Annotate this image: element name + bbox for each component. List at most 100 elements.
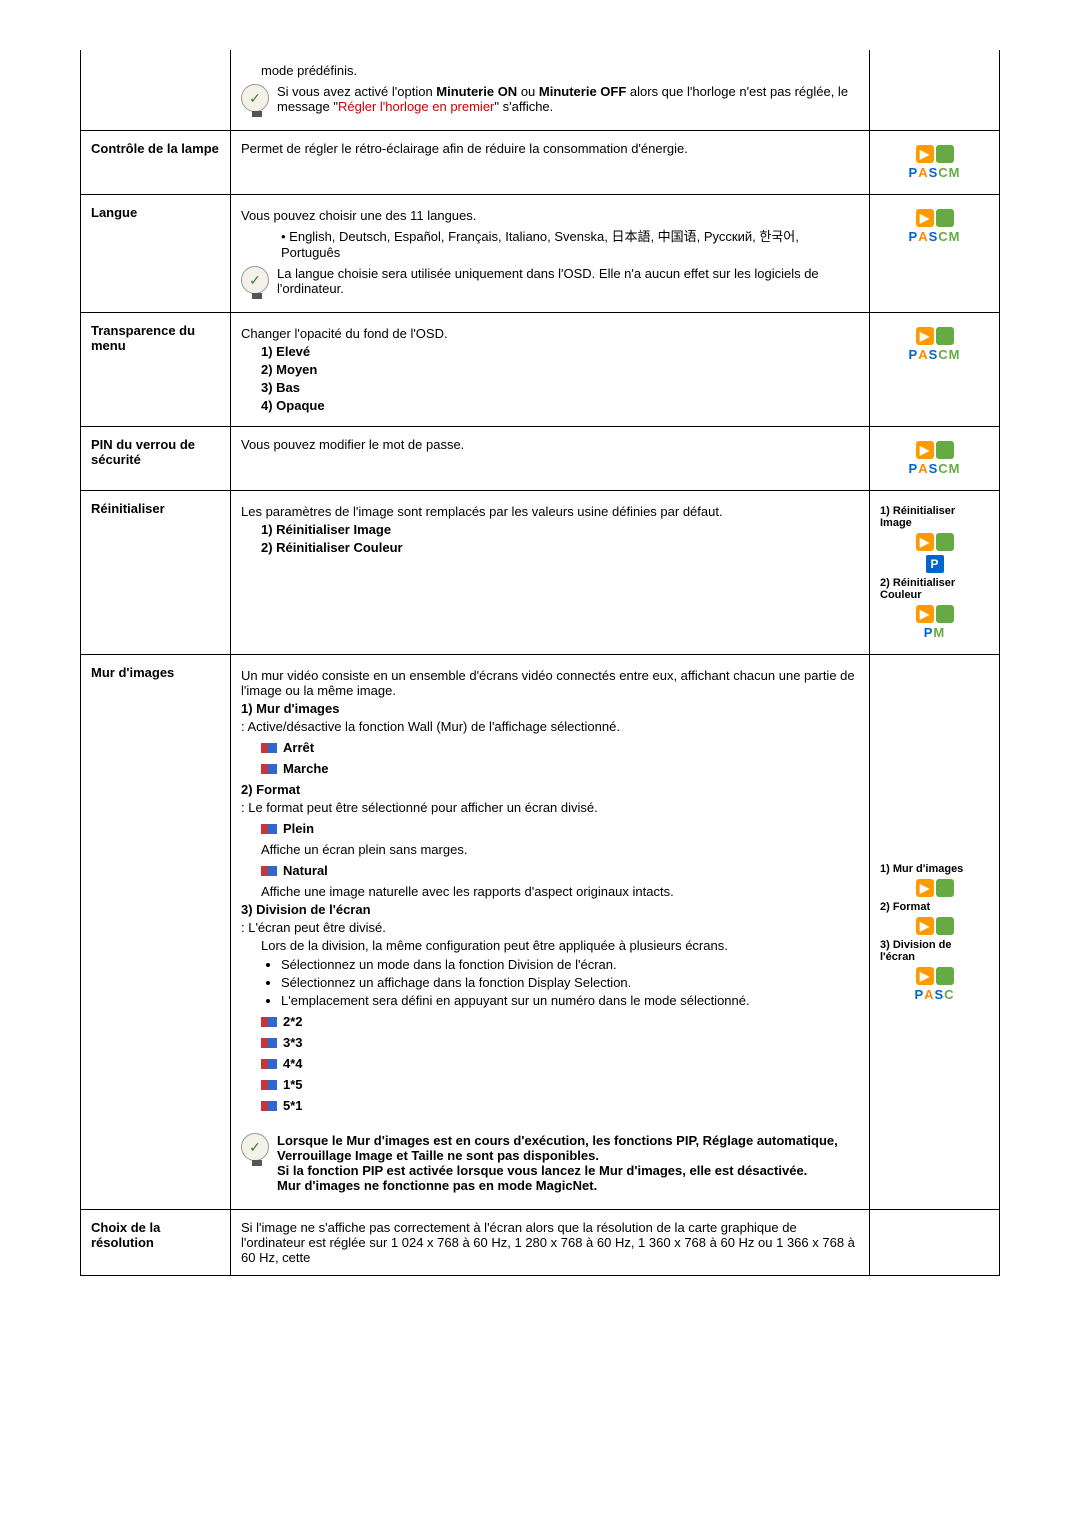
row-title: Réinitialiser [81, 491, 231, 655]
sub-title: 1) Mur d'images [241, 701, 859, 716]
row-title-cell [81, 50, 231, 131]
row-title: Choix de la résolution [81, 1210, 231, 1276]
row-desc-cell: Vous pouvez choisir une des 11 langues. … [231, 195, 870, 313]
document-page: mode prédéfinis. ✓ Si vous avez activé l… [0, 0, 1080, 1326]
note-icon: ✓ [241, 266, 269, 294]
row-desc: Si l'image ne s'affiche pas correctement… [231, 1210, 870, 1276]
row-desc: Vous pouvez modifier le mot de passe. [231, 427, 870, 491]
bullet-item: 2*2 [261, 1014, 859, 1029]
pascm-label: PM [924, 625, 946, 640]
row-icon-cell [870, 1210, 1000, 1276]
option: 1) Réinitialiser Image [261, 522, 859, 537]
sub-title: 2) Format [241, 782, 859, 797]
bullet-icon [261, 824, 277, 834]
pascm-icon: ▶ PM [880, 605, 989, 640]
bullet-icon [261, 1017, 277, 1027]
row-icon-cell: ▶ PASCM [870, 427, 1000, 491]
label: 1) Réinitialiser Image [880, 505, 989, 529]
bullet-item: Natural [261, 863, 859, 878]
table-row: Choix de la résolution Si l'image ne s'a… [81, 1210, 1000, 1276]
row-icon-cell: 1) Mur d'images ▶ 2) Format ▶ 3) Divisio… [870, 655, 1000, 1210]
row-title: Langue [81, 195, 231, 313]
row-title: Contrôle de la lampe [81, 131, 231, 195]
row-icon-cell [870, 50, 1000, 131]
option: 2) Moyen [261, 362, 859, 377]
row-icon-cell: ▶ PASCM [870, 313, 1000, 427]
text: Lors de la division, la même configurati… [261, 938, 859, 953]
label: 2) Réinitialiser Couleur [880, 577, 989, 601]
table-row: mode prédéfinis. ✓ Si vous avez activé l… [81, 50, 1000, 131]
pascm-icon: ▶ [880, 879, 989, 897]
bullet-icon [261, 1080, 277, 1090]
label: 3) Division de l'écran [880, 939, 989, 963]
note-icon: ✓ [241, 84, 269, 112]
list-item: Sélectionnez un affichage dans la foncti… [281, 975, 859, 990]
settings-table: mode prédéfinis. ✓ Si vous avez activé l… [80, 50, 1000, 1276]
pascm-label: PASCM [909, 347, 961, 362]
text: mode prédéfinis. [261, 63, 859, 78]
option: 3) Bas [261, 380, 859, 395]
table-row: Langue Vous pouvez choisir une des 11 la… [81, 195, 1000, 313]
bullet-icon [261, 743, 277, 753]
text: : Active/désactive la fonction Wall (Mur… [241, 719, 859, 734]
pascm-icon: ▶ [880, 533, 989, 551]
bullet-icon [261, 1038, 277, 1048]
label: 1) Mur d'images [880, 863, 989, 875]
note-icon: ✓ [241, 1133, 269, 1161]
text: Affiche un écran plein sans marges. [261, 842, 859, 857]
bullet-icon [261, 764, 277, 774]
pascm-icon: ▶ PASCM [880, 441, 989, 476]
pascm-icon: ▶ PASC [880, 967, 989, 1002]
text: : Le format peut être sélectionné pour a… [241, 800, 859, 815]
text: Les paramètres de l'image sont remplacés… [241, 504, 859, 519]
table-row: Transparence du menu Changer l'opacité d… [81, 313, 1000, 427]
text: Un mur vidéo consiste en un ensemble d'é… [241, 668, 859, 698]
text: : L'écran peut être divisé. [241, 920, 859, 935]
bullet-icon [261, 1101, 277, 1111]
text: Vous pouvez choisir une des 11 langues. [241, 208, 859, 223]
text: Changer l'opacité du fond de l'OSD. [241, 326, 859, 341]
bullet-list: Sélectionnez un mode dans la fonction Di… [281, 957, 859, 1008]
note: ✓ Lorsque le Mur d'images est en cours d… [241, 1133, 859, 1193]
table-row: Mur d'images Un mur vidéo consiste en un… [81, 655, 1000, 1210]
list-item: Sélectionnez un mode dans la fonction Di… [281, 957, 859, 972]
bullet-item: Arrêt [261, 740, 859, 755]
row-title: PIN du verrou de sécurité [81, 427, 231, 491]
pascm-icon: ▶ PASCM [880, 209, 989, 244]
row-desc-cell: Changer l'opacité du fond de l'OSD. 1) E… [231, 313, 870, 427]
bullet-icon [261, 866, 277, 876]
row-desc-cell: mode prédéfinis. ✓ Si vous avez activé l… [231, 50, 870, 131]
pascm-icon: ▶ PASCM [880, 145, 989, 180]
row-icon-cell: ▶ PASCM [870, 131, 1000, 195]
text: Affiche une image naturelle avec les rap… [261, 884, 859, 899]
p-box-icon: P [926, 555, 944, 573]
note-text: La langue choisie sera utilisée uniqueme… [277, 266, 859, 296]
pascm-label: PASCM [909, 461, 961, 476]
pascm-label: PASCM [909, 165, 961, 180]
row-desc: Permet de régler le rétro-éclairage afin… [231, 131, 870, 195]
note-text: Si vous avez activé l'option Minuterie O… [277, 84, 859, 114]
bullet-item: 4*4 [261, 1056, 859, 1071]
option: 4) Opaque [261, 398, 859, 413]
table-row: Réinitialiser Les paramètres de l'image … [81, 491, 1000, 655]
option: 2) Réinitialiser Couleur [261, 540, 859, 555]
bullet-item: 3*3 [261, 1035, 859, 1050]
option: 1) Elevé [261, 344, 859, 359]
pascm-icon: ▶ PASCM [880, 327, 989, 362]
row-desc-cell: Un mur vidéo consiste en un ensemble d'é… [231, 655, 870, 1210]
bullet-icon [261, 1059, 277, 1069]
bullet-item: Marche [261, 761, 859, 776]
row-title: Transparence du menu [81, 313, 231, 427]
bullet-item: Plein [261, 821, 859, 836]
table-row: PIN du verrou de sécurité Vous pouvez mo… [81, 427, 1000, 491]
pascm-icon: ▶ [880, 917, 989, 935]
pascm-label: PASCM [909, 229, 961, 244]
lang-list: • English, Deutsch, Español, Français, I… [281, 226, 859, 260]
pascm-label: PASC [914, 987, 954, 1002]
row-desc-cell: Les paramètres de l'image sont remplacés… [231, 491, 870, 655]
note-text: Lorsque le Mur d'images est en cours d'e… [277, 1133, 859, 1193]
row-icon-cell: ▶ PASCM [870, 195, 1000, 313]
row-title: Mur d'images [81, 655, 231, 1210]
table-row: Contrôle de la lampe Permet de régler le… [81, 131, 1000, 195]
row-icon-cell: 1) Réinitialiser Image ▶ P 2) Réinitiali… [870, 491, 1000, 655]
